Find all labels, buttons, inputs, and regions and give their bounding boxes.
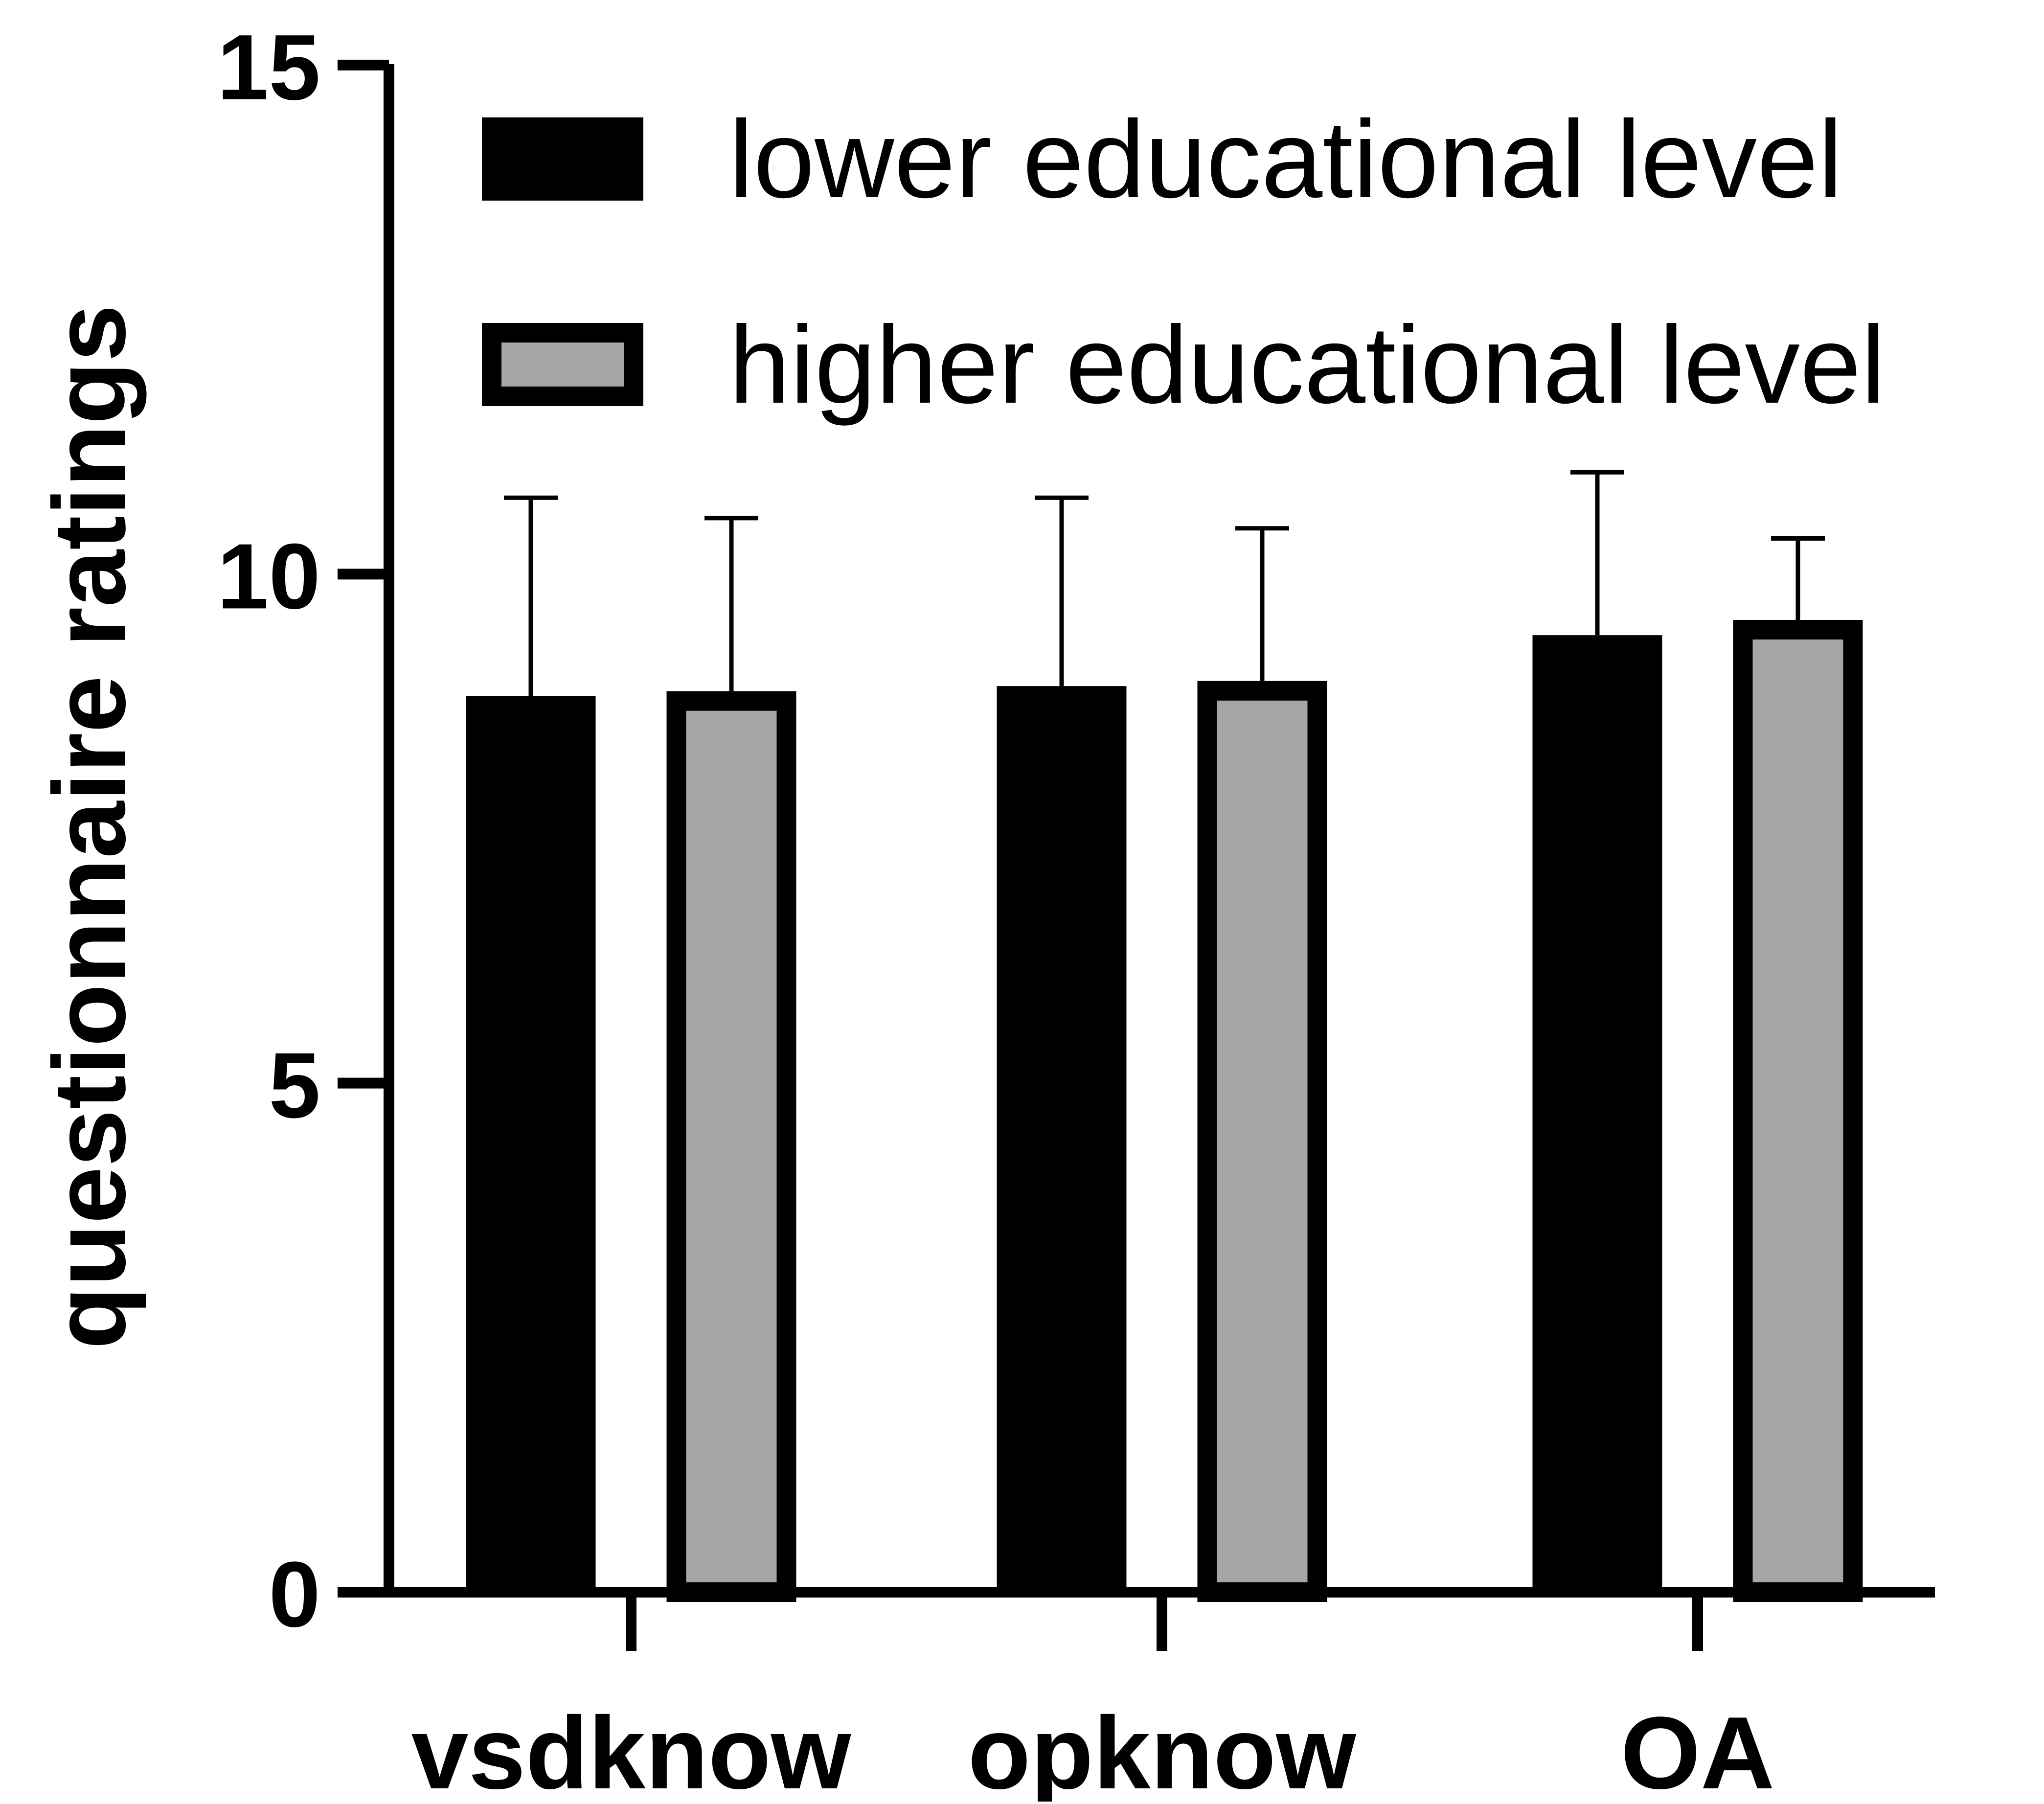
x-tick-label: opknow xyxy=(968,1695,1356,1802)
bar-higher-educational-level-vsdknow xyxy=(666,691,796,1602)
bar-higher-educational-level-OA xyxy=(1733,619,1863,1602)
legend-label: higher educational level xyxy=(729,303,1885,426)
legend-swatch-higher xyxy=(482,323,643,406)
y-axis-label: questionnaire ratings xyxy=(32,304,147,1349)
y-tick-label: 15 xyxy=(217,16,320,119)
bar-lower-educational-level-OA xyxy=(1532,635,1662,1592)
y-tick-label: 5 xyxy=(269,1034,320,1138)
y-tick-label: 0 xyxy=(269,1543,320,1646)
bar-higher-educational-level-opknow xyxy=(1197,681,1327,1602)
x-tick-label: vsdknow xyxy=(411,1695,851,1802)
bar-lower-educational-level-opknow xyxy=(997,686,1127,1592)
legend-swatch-lower xyxy=(482,117,643,201)
x-tick-label: OA xyxy=(1621,1695,1775,1802)
bar-lower-educational-level-vsdknow xyxy=(466,696,596,1592)
legend-label: lower educational level xyxy=(729,97,1842,221)
y-tick-label: 10 xyxy=(217,525,320,628)
